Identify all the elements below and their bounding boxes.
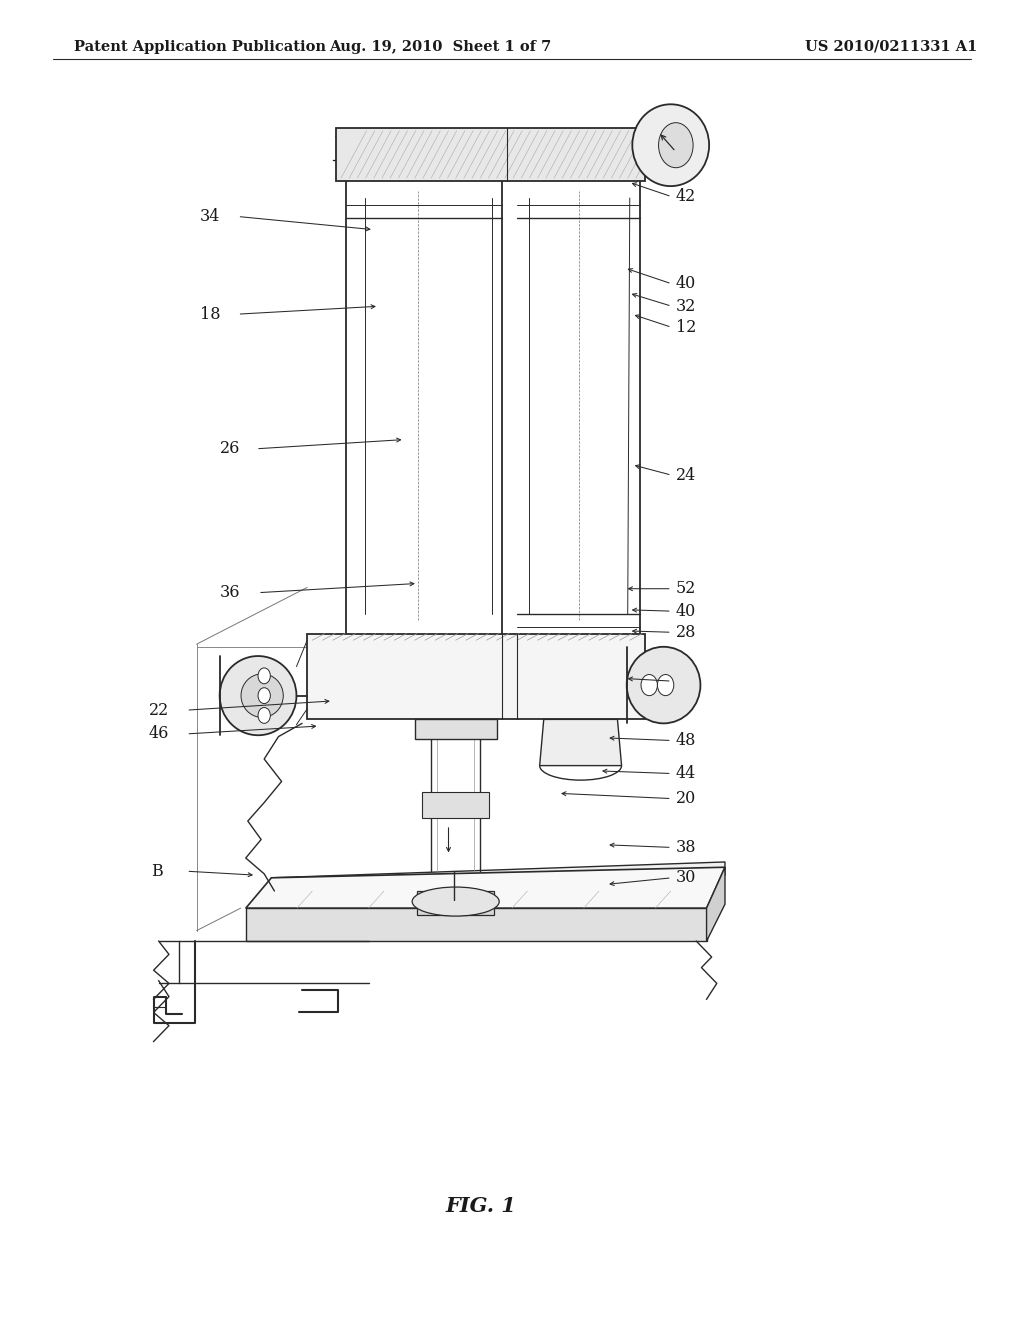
Text: 10: 10 [333, 135, 353, 150]
Circle shape [657, 675, 674, 696]
Text: 40: 40 [676, 603, 696, 619]
Text: 48: 48 [676, 733, 696, 748]
Ellipse shape [412, 887, 500, 916]
Circle shape [258, 688, 270, 704]
Text: 22: 22 [148, 702, 169, 718]
Bar [418, 891, 495, 915]
Text: US 2010/0211331 A1: US 2010/0211331 A1 [805, 40, 977, 54]
Polygon shape [341, 154, 507, 178]
Polygon shape [246, 867, 725, 908]
Text: 32: 32 [676, 298, 696, 314]
Text: 42: 42 [676, 189, 696, 205]
Polygon shape [307, 634, 645, 719]
Circle shape [258, 708, 270, 723]
Text: 24: 24 [676, 467, 696, 483]
Text: 30: 30 [676, 870, 696, 886]
Polygon shape [271, 862, 725, 894]
Ellipse shape [658, 123, 693, 168]
Polygon shape [246, 908, 707, 941]
Text: 36: 36 [220, 585, 241, 601]
Text: 46: 46 [148, 726, 169, 742]
Text: 50: 50 [676, 673, 696, 689]
Ellipse shape [241, 673, 284, 718]
Ellipse shape [219, 656, 297, 735]
Text: 28: 28 [676, 624, 696, 640]
Text: 20: 20 [676, 791, 696, 807]
Text: Patent Application Publication: Patent Application Publication [74, 40, 326, 54]
Text: 40: 40 [676, 276, 696, 292]
Text: 34: 34 [200, 209, 220, 224]
Bar [422, 792, 489, 818]
Bar [415, 719, 497, 739]
Text: Aug. 19, 2010  Sheet 1 of 7: Aug. 19, 2010 Sheet 1 of 7 [329, 40, 552, 54]
Text: 18: 18 [200, 306, 220, 322]
Text: B: B [152, 863, 163, 879]
Polygon shape [707, 867, 725, 941]
Polygon shape [540, 719, 622, 766]
Text: 44: 44 [676, 766, 696, 781]
Circle shape [641, 675, 657, 696]
Ellipse shape [633, 104, 709, 186]
Text: 38: 38 [676, 840, 696, 855]
Polygon shape [336, 128, 645, 181]
Ellipse shape [627, 647, 700, 723]
Text: FIG. 1: FIG. 1 [445, 1196, 517, 1217]
Text: 26: 26 [220, 441, 241, 457]
Circle shape [258, 668, 270, 684]
Text: 12: 12 [676, 319, 696, 335]
Text: 52: 52 [676, 581, 696, 597]
